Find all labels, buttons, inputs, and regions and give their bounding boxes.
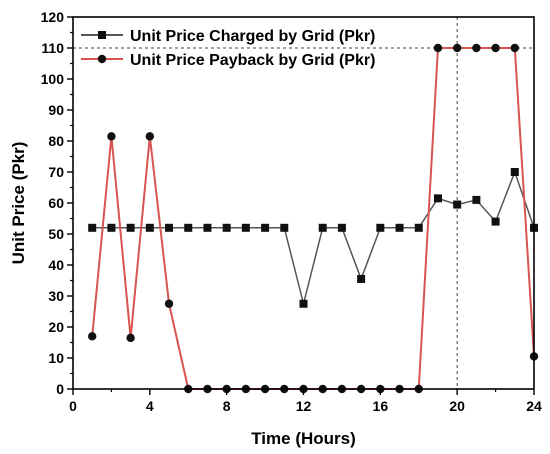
y-tick-label: 30 [48, 288, 64, 304]
data-point [472, 195, 481, 204]
data-point [510, 43, 519, 53]
data-point [491, 217, 500, 226]
legend-marker-payback [97, 54, 107, 64]
data-point [88, 332, 97, 341]
data-point [184, 223, 193, 232]
data-point [222, 223, 231, 232]
data-point [203, 223, 212, 232]
data-point [126, 223, 135, 232]
data-point [453, 200, 462, 209]
x-tick-label: 12 [296, 398, 312, 414]
data-point [299, 299, 308, 308]
data-point [164, 299, 174, 308]
series-line [91, 47, 535, 390]
series-1 [88, 43, 539, 394]
data-point [414, 223, 423, 232]
y-tick-label: 50 [48, 226, 64, 242]
y-tick-label: 80 [48, 133, 64, 149]
data-point [145, 132, 155, 141]
data-point [107, 223, 116, 232]
x-tick-label: 16 [373, 398, 389, 414]
y-tick-label: 110 [41, 40, 64, 56]
data-point [145, 223, 154, 232]
data-point [318, 223, 327, 232]
data-point [241, 223, 250, 232]
data-point [433, 43, 443, 53]
y-tick-label: 60 [48, 195, 64, 211]
y-tick-label: 10 [48, 350, 64, 366]
series-line [92, 169, 535, 304]
x-tick-label: 24 [526, 398, 542, 414]
data-point [357, 274, 366, 283]
x-axis-title: Time (Hours) [251, 429, 356, 448]
y-tick-label: 120 [41, 9, 65, 25]
data-point [376, 223, 385, 232]
data-point [452, 43, 462, 53]
legend-label-payback: Unit Price Payback by Grid (Pkr) [130, 52, 375, 69]
data-point [126, 333, 135, 343]
data-point [395, 223, 404, 232]
x-tick-label: 20 [449, 398, 465, 414]
data-point [491, 43, 500, 53]
y-axis-title: Unit Price (Pkr) [9, 142, 28, 265]
data-point [510, 168, 519, 176]
y-tick-label: 20 [48, 319, 64, 335]
data-point [107, 132, 116, 141]
x-tick-label: 8 [223, 398, 231, 414]
data-point [433, 194, 442, 203]
data-point [337, 223, 346, 232]
data-point [165, 223, 174, 232]
data-point [280, 223, 289, 232]
y-tick-label: 40 [48, 257, 64, 273]
y-tick-label: 90 [48, 102, 64, 118]
x-tick-label: 0 [69, 398, 77, 414]
legend-marker-charged [98, 31, 106, 39]
legend: Unit Price Charged by Grid (Pkr) Unit Pr… [81, 28, 375, 69]
y-tick-label: 100 [41, 71, 65, 87]
data-point [472, 43, 481, 53]
data-point [261, 223, 270, 232]
x-tick-label: 4 [146, 398, 154, 414]
axis-ticks: 0 4 8 12 16 20 24 0 10 20 30 40 50 60 70 80 90 100 110 120 [41, 9, 542, 414]
series-layer [88, 43, 539, 394]
data-point [88, 223, 97, 232]
legend-label-charged: Unit Price Charged by Grid (Pkr) [130, 28, 375, 45]
y-tick-label: 0 [56, 381, 64, 397]
y-tick-label: 70 [48, 164, 64, 180]
